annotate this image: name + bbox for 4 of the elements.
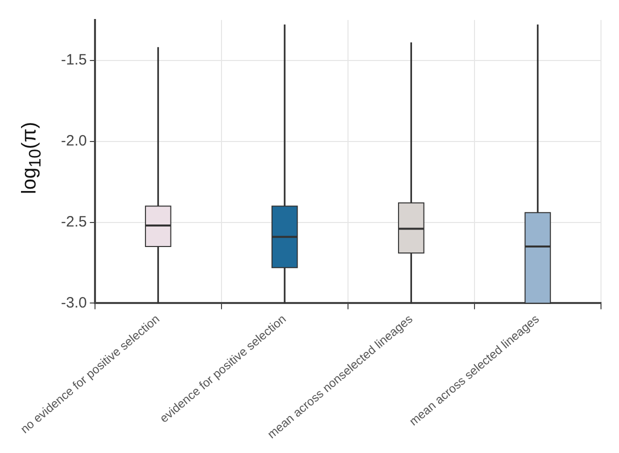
y-tick-label: -2.0 [60,132,87,150]
y-tick-label: -1.5 [60,52,87,69]
y-tick-label: -3.0 [60,294,87,312]
y-tick-label: -2.5 [60,213,87,230]
